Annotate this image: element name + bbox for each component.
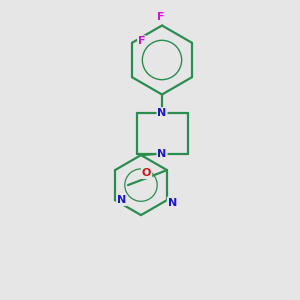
Text: N: N — [117, 195, 126, 205]
Text: N: N — [158, 148, 166, 159]
Text: F: F — [157, 11, 164, 22]
Text: N: N — [158, 108, 166, 118]
Text: F: F — [138, 36, 146, 46]
Text: N: N — [168, 197, 177, 208]
Text: O: O — [142, 168, 151, 178]
